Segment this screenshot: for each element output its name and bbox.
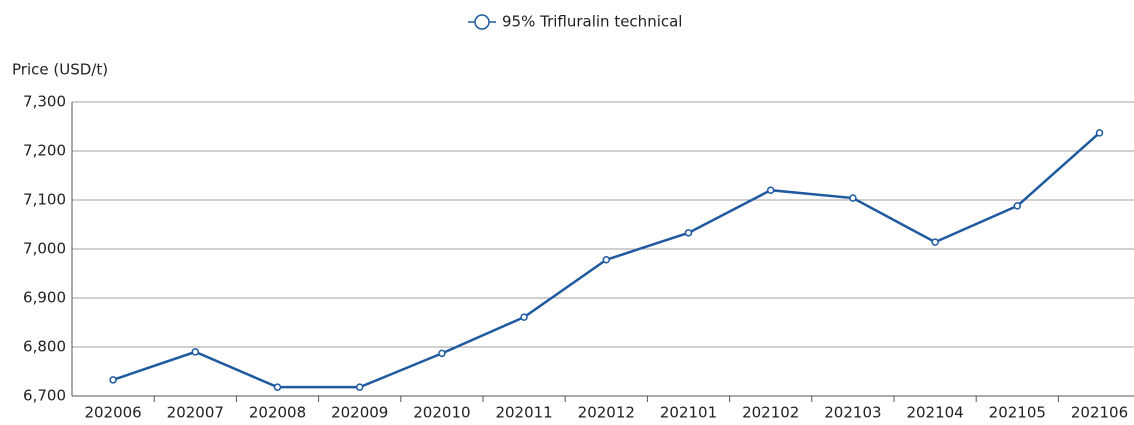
x-tick-label: 202006 xyxy=(84,404,141,422)
legend-marker xyxy=(474,14,490,30)
y-tick-label: 7,200 xyxy=(23,142,66,160)
x-tick-label: 202008 xyxy=(249,404,306,422)
data-point xyxy=(849,194,857,202)
x-tick-label: 202012 xyxy=(578,404,635,422)
y-axis-label: Price (USD/t) xyxy=(12,61,108,79)
y-tick-label: 7,300 xyxy=(23,93,66,111)
x-tick-label: 202011 xyxy=(495,404,552,422)
data-point xyxy=(191,348,200,356)
x-tick-label: 202104 xyxy=(906,404,963,422)
y-tick-label: 7,000 xyxy=(23,240,66,258)
x-tick-label: 202102 xyxy=(742,404,799,422)
data-point xyxy=(766,186,775,194)
y-tick-label: 6,700 xyxy=(23,387,66,405)
x-tick-label: 202105 xyxy=(989,404,1046,422)
data-point xyxy=(1095,129,1104,137)
x-tick-label: 202101 xyxy=(660,404,717,422)
x-tick-label: 202103 xyxy=(824,404,881,422)
x-tick-label: 202010 xyxy=(413,404,470,422)
y-tick-label: 6,800 xyxy=(23,338,66,356)
data-point xyxy=(602,256,611,264)
data-point xyxy=(684,229,693,237)
data-point xyxy=(438,349,446,358)
data-point xyxy=(520,313,528,321)
data-point xyxy=(931,238,939,246)
data-point xyxy=(355,383,364,391)
data-point xyxy=(273,383,282,391)
legend-label: 95% Trifluralin technical xyxy=(502,13,682,31)
x-tick-label: 202007 xyxy=(167,404,224,422)
data-point xyxy=(1013,202,1022,210)
x-tick-label: 202106 xyxy=(1071,404,1128,422)
y-tick-label: 6,900 xyxy=(23,289,66,307)
x-tick-label: 202009 xyxy=(331,404,388,422)
data-point xyxy=(109,376,117,384)
y-tick-label: 7,100 xyxy=(23,191,66,209)
